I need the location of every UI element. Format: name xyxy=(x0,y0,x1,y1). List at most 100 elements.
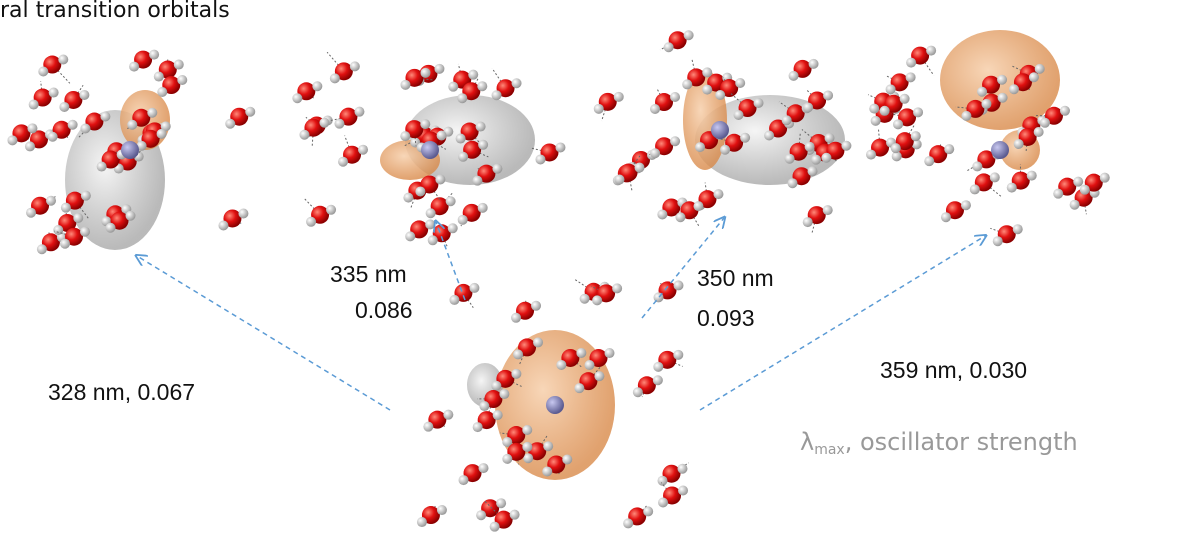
atom xyxy=(174,60,184,70)
atom xyxy=(469,283,479,293)
atom xyxy=(693,201,703,211)
atom xyxy=(997,75,1007,85)
atom xyxy=(809,59,819,69)
atom xyxy=(129,62,139,72)
atom xyxy=(764,130,774,140)
atom xyxy=(58,55,68,65)
atom xyxy=(510,510,520,520)
atom xyxy=(479,463,489,473)
atom xyxy=(650,104,660,114)
legend: λmax, oscillator strength xyxy=(800,428,1078,458)
atom xyxy=(458,152,468,162)
label: 359 nm, 0.030 xyxy=(880,357,1027,383)
atom xyxy=(457,93,467,103)
label: 0.093 xyxy=(697,305,755,331)
legend-text: , oscillator strength xyxy=(845,428,1078,456)
atom xyxy=(60,239,70,249)
legend-subscript: max xyxy=(814,442,845,458)
atom xyxy=(435,174,445,184)
slide-title: ral transition orbitals xyxy=(0,0,230,23)
atom xyxy=(657,476,667,486)
atom xyxy=(585,360,595,370)
atom xyxy=(658,497,668,507)
atom xyxy=(338,157,348,167)
atom xyxy=(79,90,89,100)
atom xyxy=(906,58,916,68)
atom xyxy=(803,217,813,227)
atom xyxy=(299,130,309,140)
atom xyxy=(574,383,584,393)
atom xyxy=(715,90,725,100)
atom xyxy=(479,401,489,411)
atom xyxy=(869,104,879,114)
atom xyxy=(670,92,680,102)
atom xyxy=(25,141,35,151)
atom xyxy=(650,148,660,158)
atom xyxy=(998,93,1008,103)
atom xyxy=(1040,118,1050,128)
atom xyxy=(562,454,572,464)
atom xyxy=(400,80,410,90)
atom xyxy=(26,208,36,218)
atom xyxy=(866,150,876,160)
atom xyxy=(473,422,483,432)
atom xyxy=(924,156,934,166)
atom xyxy=(68,120,78,130)
atom xyxy=(825,133,835,143)
atom xyxy=(684,30,694,40)
atom xyxy=(594,371,604,381)
atom xyxy=(177,75,187,85)
label: 335 nm xyxy=(330,261,407,287)
atom xyxy=(446,196,456,206)
atom xyxy=(476,122,486,132)
atom xyxy=(511,313,521,323)
atom xyxy=(926,46,936,56)
atom xyxy=(417,517,427,527)
atom xyxy=(713,189,723,199)
atom xyxy=(623,518,633,528)
atom xyxy=(127,120,137,130)
atom xyxy=(425,219,435,229)
atom xyxy=(492,90,502,100)
atom xyxy=(981,99,991,109)
atom xyxy=(468,70,478,80)
atom xyxy=(533,337,543,347)
atom xyxy=(941,212,951,222)
atom xyxy=(811,155,821,165)
atom xyxy=(823,205,833,215)
atom xyxy=(405,231,415,241)
atom xyxy=(615,175,625,185)
atom xyxy=(711,121,729,139)
atom xyxy=(29,100,39,110)
atom xyxy=(535,154,545,164)
atom xyxy=(785,154,795,164)
atom xyxy=(496,498,506,508)
atom xyxy=(448,223,458,233)
atom xyxy=(449,295,459,305)
atom xyxy=(1009,84,1019,94)
atom xyxy=(459,475,469,485)
atom xyxy=(511,369,521,379)
atom xyxy=(886,84,896,94)
atom xyxy=(46,196,56,206)
atom xyxy=(121,141,139,159)
atom xyxy=(754,98,764,108)
atom xyxy=(805,142,815,152)
atom xyxy=(37,244,47,254)
atom xyxy=(7,135,17,145)
atom xyxy=(531,301,541,311)
atom xyxy=(80,227,90,237)
atom xyxy=(841,141,851,151)
atom xyxy=(1027,171,1037,181)
atom xyxy=(633,387,643,397)
atom xyxy=(911,131,921,141)
atom xyxy=(677,464,687,474)
atom xyxy=(972,161,982,171)
atom xyxy=(106,223,116,233)
atom xyxy=(970,184,980,194)
atom xyxy=(673,350,683,360)
atom xyxy=(821,153,831,163)
atom xyxy=(1007,183,1017,193)
atom xyxy=(789,71,799,81)
atom xyxy=(543,441,553,451)
